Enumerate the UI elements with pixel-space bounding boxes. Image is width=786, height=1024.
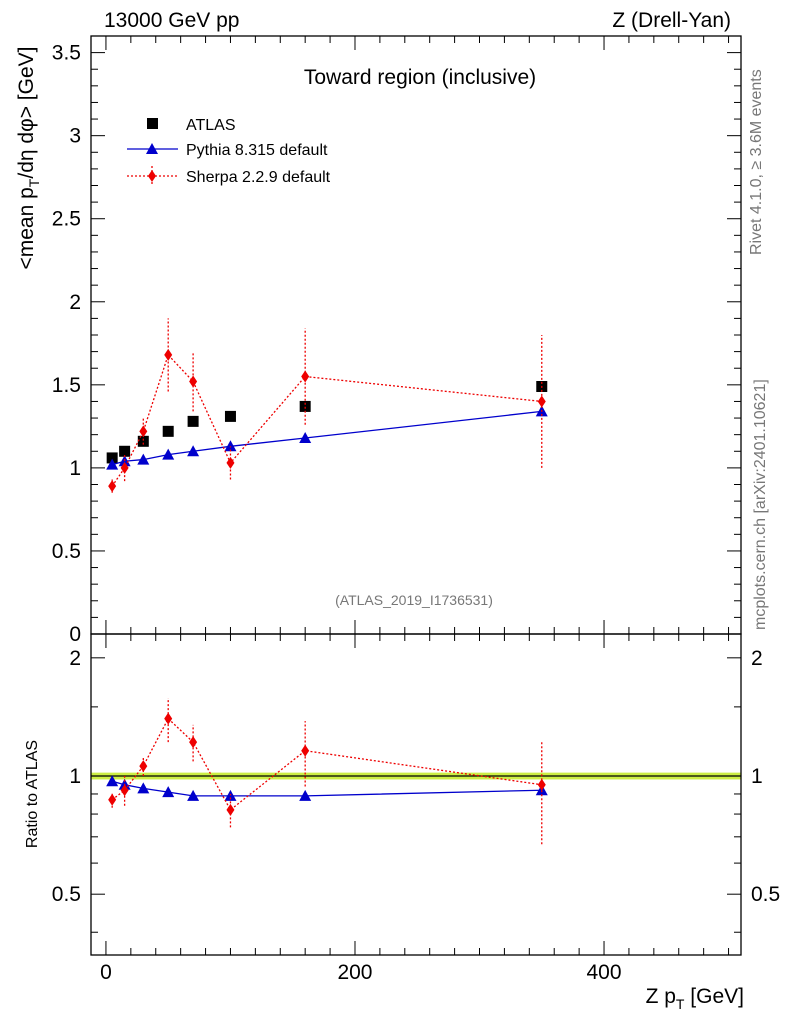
pythia-point [187,445,200,457]
atlas-point [299,400,311,412]
y-tick-label: 2.5 [52,208,81,231]
pythia-point [299,431,312,443]
source-label: mcplots.cern.ch [arXiv:2401.10621] [752,379,769,630]
atlas-point [162,425,174,437]
sherpa-point [189,375,198,388]
sherpa-point [164,348,173,361]
atlas-point [137,435,149,447]
sherpa-point [120,784,129,797]
sherpa-point [226,456,235,469]
pythia-point [162,786,175,798]
legend: ATLAS Pythia 8.315 default Sherpa 2.2.9 … [127,117,331,186]
watermark: (ATLAS_2019_I1736531) [335,592,493,608]
legend-pythia-label: Pythia 8.315 default [186,142,328,159]
rivet-label: Rivet 4.1.0, ≥ 3.6M events [748,69,765,255]
sherpa-point [164,712,173,725]
y-tick-label: 2 [69,647,81,670]
x-tick-label: 0 [100,961,112,984]
sherpa-point [139,760,148,773]
pythia-line [111,780,542,797]
legend-pythia-marker [146,143,158,154]
y-tick-label: 0.5 [52,883,81,906]
pythia-point [106,775,119,787]
y-tick-label-right: 2 [751,647,763,670]
ratio-y-axis-label: Ratio to ATLAS [24,740,41,848]
y-tick-label-right: 0.5 [751,883,780,906]
y-axis-label: <mean pT/dη dφ> [GeV] [15,47,42,270]
sherpa-point [226,803,235,816]
sherpa-point [301,744,310,757]
y-tick-label: 1 [69,457,81,480]
panel-frame [90,633,742,956]
top-panel: 0 0.5 1 1.5 2 2.5 3 3.5 [52,35,742,646]
svg-text:<mean pT/dη dφ> [GeV]: <mean pT/dη dφ> [GeV] [15,47,42,270]
y-tick-label: 1.5 [52,374,81,397]
x-axis-label: Z pT [GeV] [646,985,744,1012]
pythia-point [137,453,150,465]
x-tick-label: 200 [337,961,372,984]
ratio-panel: 0 200 400 0.5 0.5 1 1 2 2 [52,633,780,984]
y-tick-label: 0 [69,623,81,646]
sherpa-point [537,778,546,791]
sherpa-line [111,353,542,487]
atlas-point [224,410,236,422]
sherpa-point [108,793,117,806]
sherpa-point [139,425,148,438]
legend-atlas-marker [147,118,158,129]
legend-sherpa-label: Sherpa 2.2.9 default [186,169,331,186]
sherpa-point [108,480,117,493]
pythia-point [224,789,237,801]
energy-label: 13000 GeV pp [104,9,239,32]
x-tick-label: 400 [587,961,622,984]
atlas-point [106,452,118,464]
main-title: Toward region (inclusive) [304,66,536,89]
pythia-point [137,782,150,794]
pythia-point [187,789,200,801]
pythia-point [162,448,175,460]
y-tick-label: 2 [69,291,81,314]
sherpa-point [537,395,546,408]
pythia-point [106,458,119,470]
sherpa-point [120,461,129,474]
atlas-point [187,415,199,427]
atlas-point [119,445,131,457]
y-tick-label: 3.5 [52,42,81,65]
y-tick-label: 3 [69,125,81,148]
sherpa-point [301,370,310,383]
pythia-point [299,789,312,801]
y-tick-label: 1 [69,765,81,788]
pythia-line [112,410,542,466]
legend-atlas-label: ATLAS [186,117,236,134]
process-label: Z (Drell-Yan) [612,9,731,32]
y-tick-label: 0.5 [52,540,81,563]
sherpa-point [189,736,198,749]
pythia-point [224,440,237,452]
y-tick-label-right: 1 [751,765,763,788]
sherpa-line [111,717,542,811]
legend-sherpa-marker [148,170,156,182]
svg-text:Z pT [GeV]: Z pT [GeV] [646,985,744,1012]
